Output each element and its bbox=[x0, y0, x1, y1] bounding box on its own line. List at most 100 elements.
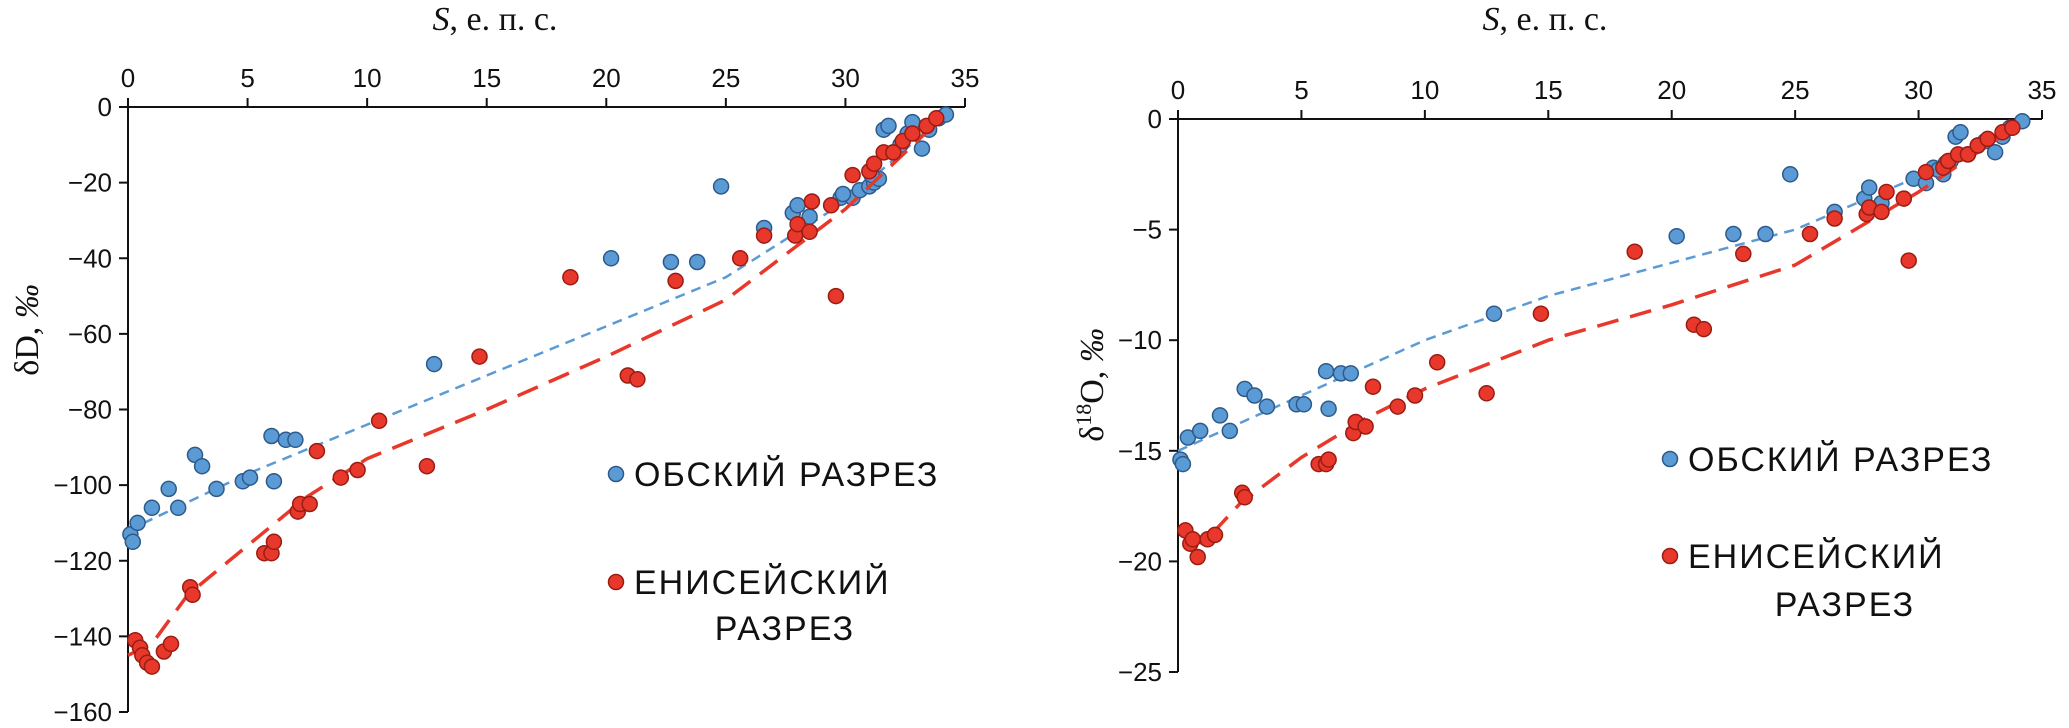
legend-label-en-line2: РАЗРЕЗ bbox=[1775, 586, 1915, 624]
trend-line bbox=[127, 117, 943, 657]
series-en bbox=[1177, 119, 2021, 566]
data-point bbox=[301, 495, 318, 513]
y-axis-title: δ18O, ‰ bbox=[1071, 328, 1111, 442]
x-tick-label: 20 bbox=[1657, 75, 1686, 105]
data-point bbox=[1320, 400, 1337, 418]
data-point bbox=[1189, 548, 1206, 566]
data-point bbox=[1236, 489, 1253, 506]
data-point bbox=[880, 117, 897, 135]
x-tick-label: 10 bbox=[1410, 75, 1439, 105]
legend-marker-en bbox=[1661, 547, 1679, 565]
data-point bbox=[1668, 227, 1685, 245]
data-point bbox=[1320, 451, 1337, 468]
x-tick-label: 5 bbox=[240, 63, 254, 93]
y-tick-label: −20 bbox=[1118, 546, 1162, 576]
data-point bbox=[2004, 119, 2021, 137]
x-tick-label: 25 bbox=[711, 63, 740, 93]
data-point bbox=[913, 140, 931, 157]
x-tick-label: 30 bbox=[1904, 75, 1933, 105]
data-point bbox=[425, 355, 443, 373]
data-point bbox=[1952, 124, 1969, 141]
data-point bbox=[904, 125, 921, 142]
data-point bbox=[1878, 183, 1895, 201]
axes: 0 5 10 15 20 25 30 35 0 −5 −10 −15 −20 −25 bbox=[1118, 75, 2057, 687]
data-point bbox=[602, 250, 620, 267]
y-tick-label: −140 bbox=[53, 621, 112, 651]
data-point bbox=[265, 533, 283, 551]
x-tick-label: 15 bbox=[1534, 75, 1563, 105]
x-tick-label: 35 bbox=[951, 63, 980, 93]
data-point bbox=[162, 635, 180, 653]
data-point bbox=[1184, 531, 1202, 548]
data-point bbox=[208, 480, 225, 498]
legend-marker-ob bbox=[1661, 450, 1679, 468]
y-tick-label: −5 bbox=[1132, 215, 1162, 245]
data-point bbox=[1478, 385, 1495, 402]
data-point bbox=[308, 442, 326, 460]
data-point bbox=[1895, 190, 1913, 207]
x-tick-label: 20 bbox=[592, 63, 621, 93]
data-point bbox=[263, 427, 280, 445]
x-axis-title: S, е. п. с. bbox=[433, 1, 558, 38]
data-point bbox=[241, 469, 259, 486]
x-tick-label: 0 bbox=[1171, 75, 1185, 105]
legend-label-en-line1: ЕНИСЕЙСКИЙ bbox=[634, 564, 891, 602]
data-point bbox=[662, 253, 680, 271]
data-point bbox=[1826, 210, 1843, 227]
data-point bbox=[1695, 320, 1713, 338]
data-point bbox=[1626, 243, 1643, 260]
x-tick-label: 10 bbox=[353, 63, 382, 93]
y-tick-label: 0 bbox=[98, 92, 112, 122]
data-point bbox=[562, 268, 579, 286]
data-point bbox=[801, 223, 818, 241]
data-point bbox=[1258, 398, 1276, 415]
y-tick-label: −100 bbox=[53, 470, 112, 500]
data-point bbox=[928, 110, 945, 127]
series-ob bbox=[1172, 112, 2031, 473]
y-tick-label: −15 bbox=[1118, 436, 1162, 466]
data-point bbox=[332, 469, 350, 486]
x-tick-label: 5 bbox=[1294, 75, 1308, 105]
data-point bbox=[1917, 163, 1935, 181]
data-point bbox=[349, 461, 366, 479]
data-point bbox=[731, 250, 749, 267]
data-point bbox=[1246, 387, 1263, 404]
y-tick-label: −60 bbox=[68, 319, 112, 349]
data-point bbox=[370, 412, 388, 430]
data-point bbox=[629, 371, 646, 388]
x-tick-label: 25 bbox=[1781, 75, 1810, 105]
data-point bbox=[184, 586, 201, 604]
data-point bbox=[1900, 252, 1917, 269]
data-point bbox=[1735, 245, 1752, 263]
data-point bbox=[1781, 166, 1799, 183]
data-point bbox=[143, 499, 161, 517]
x-tick-label: 15 bbox=[472, 63, 501, 93]
data-point bbox=[1342, 365, 1360, 382]
y-tick-label: −80 bbox=[68, 395, 112, 425]
data-point bbox=[1191, 422, 1209, 440]
data-point bbox=[471, 348, 488, 365]
data-point bbox=[1757, 225, 1774, 243]
y-tick-label: −20 bbox=[68, 168, 112, 198]
trend-line bbox=[1184, 124, 2019, 546]
data-point bbox=[1295, 396, 1313, 413]
legend: ОБСКИЙ РАЗРЕЗ ЕНИСЕЙСКИЙ РАЗРЕЗ bbox=[607, 456, 939, 648]
data-point bbox=[129, 514, 146, 532]
data-point bbox=[755, 227, 773, 244]
data-point bbox=[712, 178, 730, 195]
data-point bbox=[418, 457, 436, 475]
data-point bbox=[1357, 418, 1374, 435]
legend-label-ob: ОБСКИЙ РАЗРЕЗ bbox=[634, 456, 939, 494]
data-point bbox=[834, 185, 852, 203]
legend-marker-ob bbox=[607, 465, 625, 483]
y-tick-label: −10 bbox=[1118, 325, 1162, 355]
data-point bbox=[193, 457, 211, 475]
data-point bbox=[1873, 203, 1890, 221]
data-point bbox=[688, 253, 706, 271]
trend-line bbox=[1177, 122, 2018, 452]
legend-label-en-line2: РАЗРЕЗ bbox=[715, 610, 855, 648]
data-point bbox=[667, 272, 684, 290]
data-point bbox=[1364, 378, 1382, 395]
trend-line bbox=[127, 117, 942, 532]
